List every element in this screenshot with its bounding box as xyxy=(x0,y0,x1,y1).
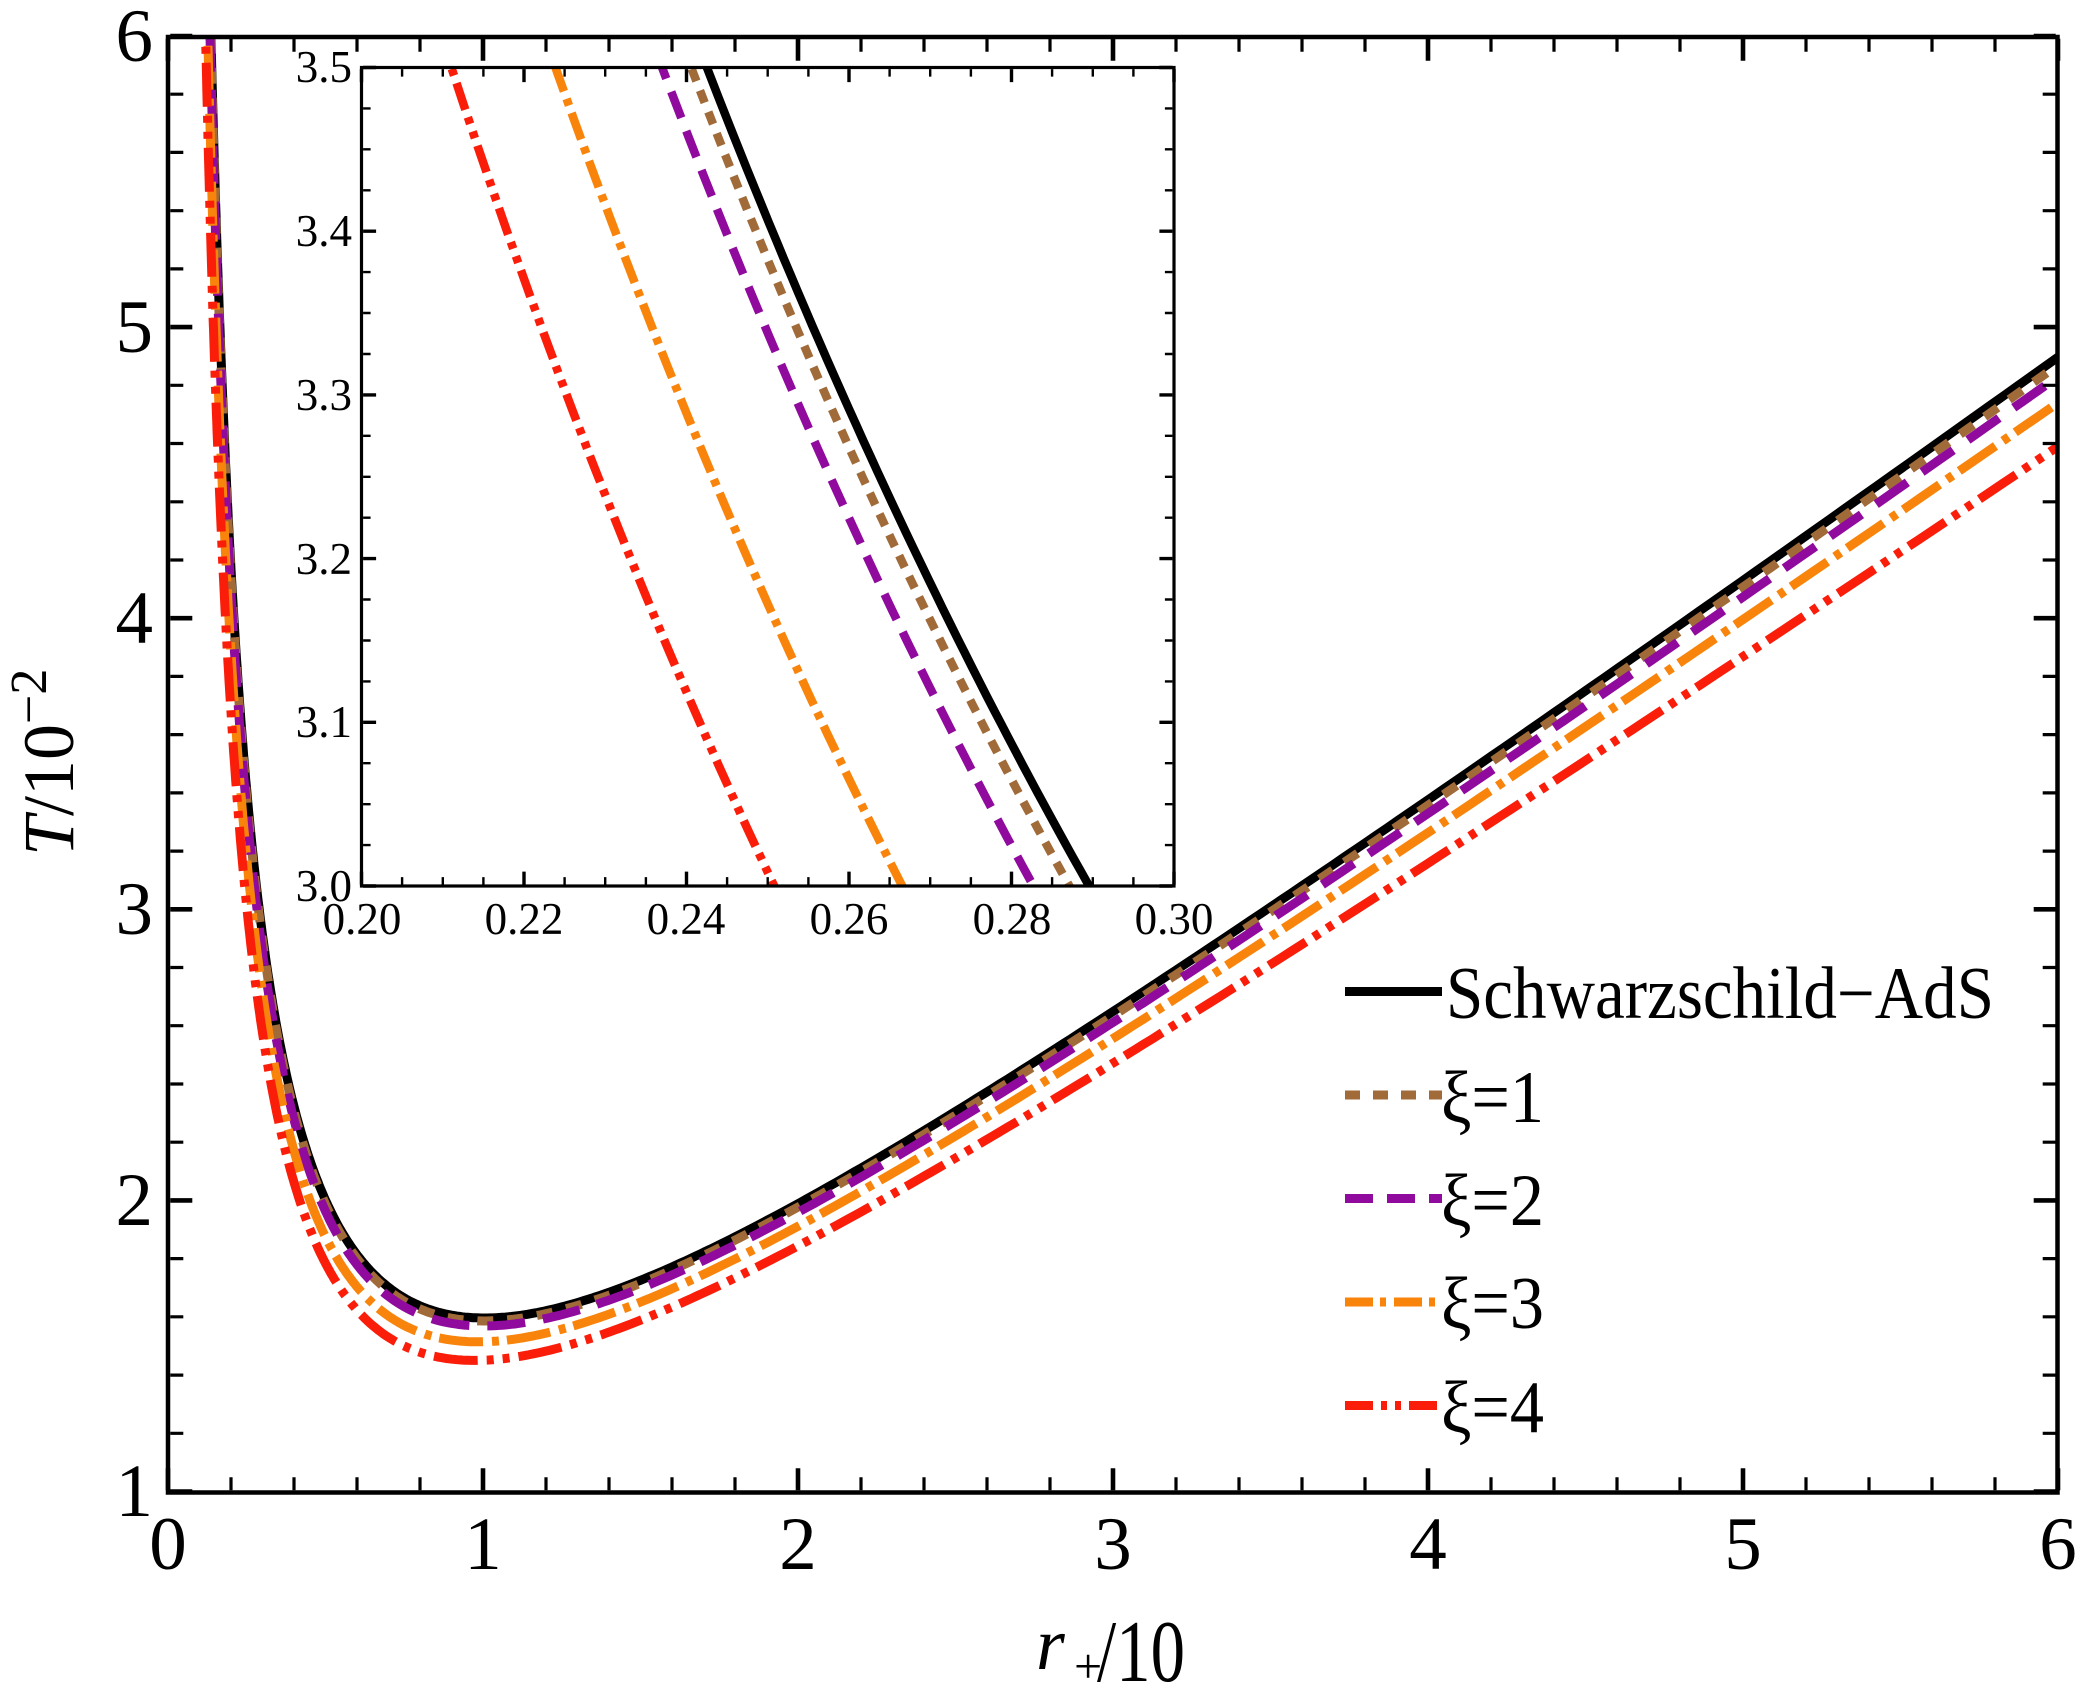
svg-text:ξ=1: ξ=1 xyxy=(1441,1057,1544,1139)
svg-text:0.28: 0.28 xyxy=(973,894,1052,944)
svg-text:3.2: 3.2 xyxy=(296,534,352,584)
svg-text:3: 3 xyxy=(1094,1503,1132,1586)
svg-text:3: 3 xyxy=(116,868,154,951)
svg-text:ξ=4: ξ=4 xyxy=(1441,1367,1544,1449)
svg-text:0.20: 0.20 xyxy=(323,894,402,944)
svg-text:ξ=2: ξ=2 xyxy=(1441,1160,1544,1242)
svg-text:r: r xyxy=(1036,1604,1066,1683)
svg-text:3.4: 3.4 xyxy=(296,206,352,256)
svg-text:2: 2 xyxy=(779,1503,817,1586)
svg-text:Schwarzschild−AdS: Schwarzschild−AdS xyxy=(1446,953,1994,1035)
svg-text:3.3: 3.3 xyxy=(296,370,352,420)
svg-text:3.1: 3.1 xyxy=(296,697,352,747)
svg-text:4: 4 xyxy=(116,577,154,660)
svg-text:4: 4 xyxy=(1409,1503,1447,1586)
svg-text:ξ=3: ξ=3 xyxy=(1441,1263,1544,1345)
svg-text:3.5: 3.5 xyxy=(296,42,352,92)
svg-text:T/10−2: T/10−2 xyxy=(1,669,89,856)
svg-text:1: 1 xyxy=(464,1503,502,1586)
svg-text:3.0: 3.0 xyxy=(296,861,352,911)
svg-text:1: 1 xyxy=(116,1450,154,1533)
svg-text:0.24: 0.24 xyxy=(647,894,726,944)
svg-text:0: 0 xyxy=(149,1503,187,1586)
svg-text:0.22: 0.22 xyxy=(485,894,564,944)
svg-text:6: 6 xyxy=(116,0,154,78)
svg-text:+: + xyxy=(1074,1638,1102,1683)
svg-text:0.30: 0.30 xyxy=(1135,894,1214,944)
svg-text:/10: /10 xyxy=(1097,1604,1185,1683)
svg-text:0.26: 0.26 xyxy=(810,894,889,944)
svg-text:5: 5 xyxy=(116,286,154,369)
svg-text:6: 6 xyxy=(2039,1503,2075,1586)
svg-text:2: 2 xyxy=(116,1159,154,1242)
svg-text:5: 5 xyxy=(1724,1503,1762,1586)
